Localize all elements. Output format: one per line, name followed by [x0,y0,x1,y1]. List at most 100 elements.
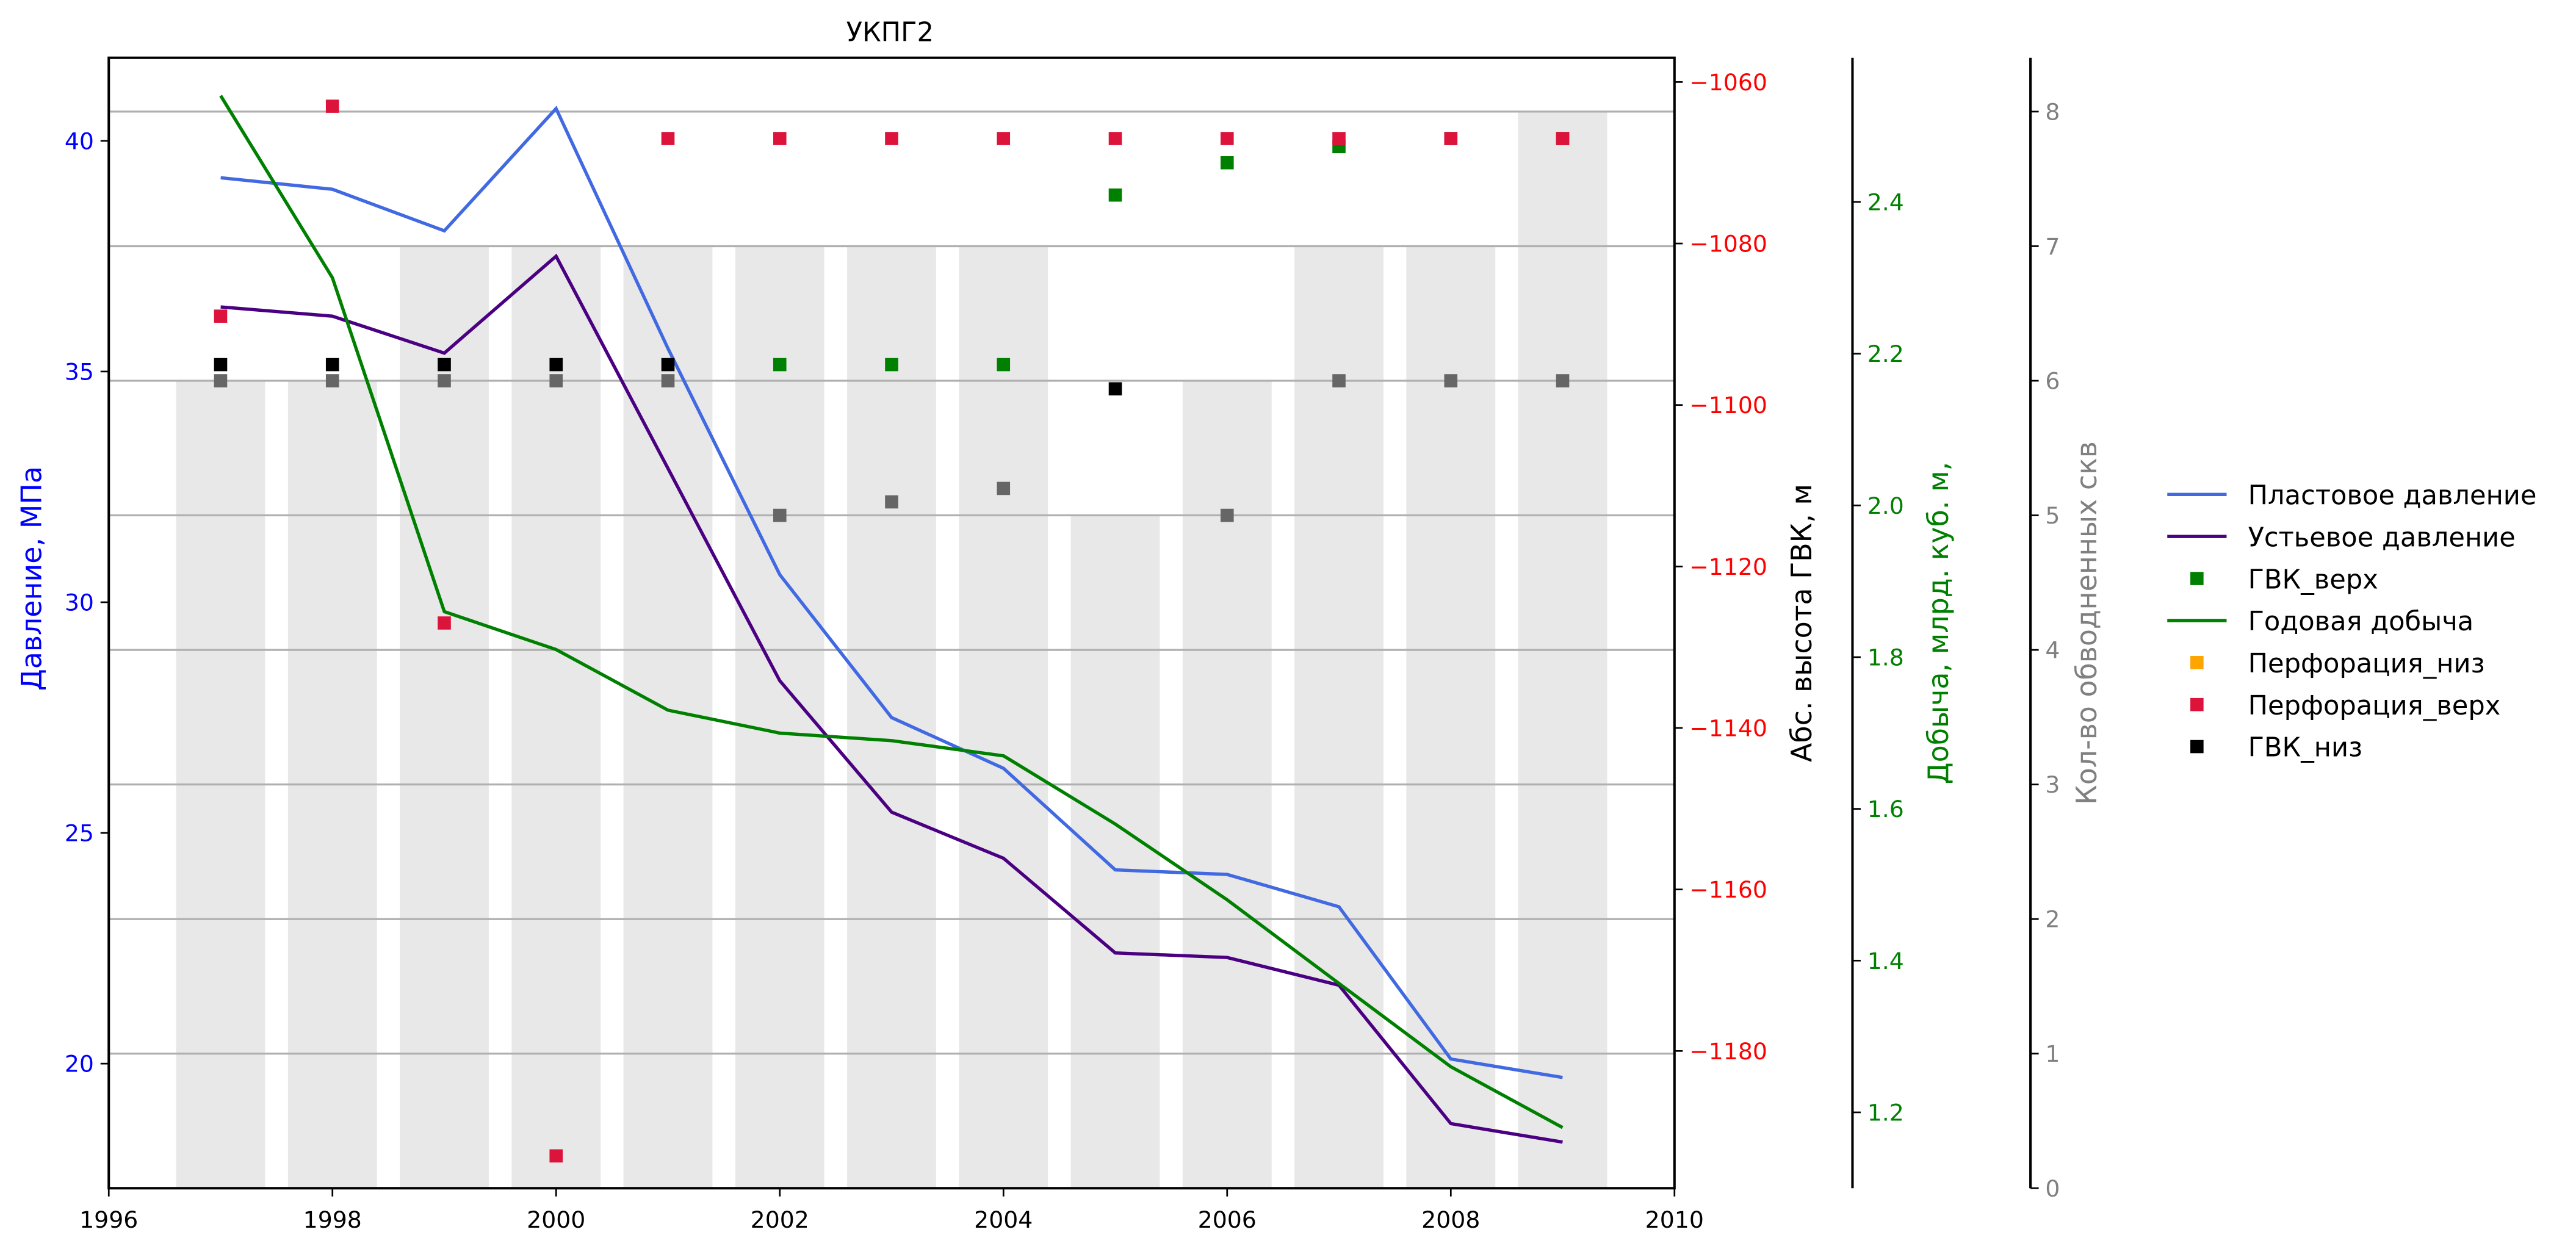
series-marker [885,132,898,145]
production-tick-label: 2.0 [1867,492,1904,519]
well-count-marker [1556,374,1570,387]
legend: Пластовое давление Устьевое давление ГВК_в… [2167,481,2536,763]
series-line [220,106,1563,1079]
wells-tick-label: 4 [2045,637,2060,664]
series-marker [1108,188,1122,202]
well-count-marker [438,374,451,387]
production-tick-label: 2.4 [1867,189,1904,215]
series-marker [214,309,228,323]
x-tick-label: 2006 [1198,1206,1257,1233]
legend-marker-swatch [2190,656,2204,669]
pressure-tick-label: 40 [65,128,94,154]
pressure-tick-label: 20 [65,1051,94,1078]
well-count-bar [511,246,601,1189]
series-marker [214,358,228,372]
legend-label: Перфорация_верх [2248,691,2501,721]
wells-tick-label: 2 [2045,906,2060,933]
series-marker [885,358,898,372]
well-count-marker [661,374,675,387]
x-tick-label: 2008 [1421,1206,1480,1233]
wells-tick-label: 8 [2045,98,2060,125]
pressure-axis-label: Давление, МПа [15,466,48,691]
series-marker [1332,132,1346,145]
well-count-bar [400,246,489,1189]
well-count-marker [549,374,563,387]
x-tick-label: 2010 [1645,1206,1704,1233]
production-tick-label: 1.8 [1867,644,1904,671]
series-marker [773,132,787,145]
well-count-marker [325,374,339,387]
well-count-marker [997,481,1011,495]
gvk-tick-label: −1080 [1689,231,1767,257]
legend-label: Устьевое давление [2248,522,2516,553]
well-count-bar [959,246,1048,1189]
wells-tick-label: 3 [2045,771,2060,798]
wells-tick-label: 5 [2045,502,2060,529]
series-marker [438,616,451,630]
series-marker [549,1149,563,1163]
series-marker [1444,132,1458,145]
legend-label: ГВК_верх [2248,564,2378,595]
well-count-bar [1406,246,1496,1189]
wells-axis-label: Кол-во обводненных скв [2070,441,2103,805]
axes-layer: 1996 1998 2000 2002 2004 2006 2008 201020253035… [65,56,2060,1233]
series-marker [1556,132,1570,145]
x-tick-label: 2000 [527,1206,585,1233]
wells-tick-label: 7 [2045,233,2060,260]
legend-label: ГВК_низ [2248,733,2363,763]
series-marker [438,358,451,372]
series-layer [214,95,1570,1163]
x-tick-label: 2004 [974,1206,1033,1233]
well-count-marker [885,495,898,509]
gvk-tick-label: −1100 [1689,392,1767,419]
well-count-bar [1294,246,1384,1189]
well-count-marker [214,374,228,387]
series-marker [1220,156,1234,170]
gvk-tick-label: −1060 [1689,69,1767,96]
series-marker [1220,132,1234,145]
series-marker [325,358,339,372]
wells-tick-label: 0 [2045,1175,2060,1202]
series-line [219,95,1564,1129]
production-tick-label: 2.2 [1867,340,1904,367]
series-marker [325,99,339,113]
series-marker [997,132,1011,145]
series-marker [661,132,675,145]
series-marker [997,358,1011,372]
gvk-tick-label: −1120 [1689,553,1767,580]
x-tick-label: 1996 [79,1206,138,1233]
wells-tick-label: 6 [2045,368,2060,395]
well-count-marker [1220,508,1234,522]
legend-marker-swatch [2190,572,2204,585]
legend-label: Перфорация_низ [2248,649,2485,679]
pressure-tick-label: 30 [65,589,94,616]
series-marker [661,358,675,372]
series-marker [549,358,563,372]
well-count-marker [773,508,787,522]
production-axis-label: Добыча, млрд. куб. м, [1922,462,1955,784]
series-marker [1108,382,1122,396]
production-tick-label: 1.6 [1867,796,1904,823]
well-count-bar [1070,515,1160,1189]
gvk-tick-label: −1180 [1689,1038,1767,1065]
well-count-marker [1332,374,1346,387]
horizontal-grid [109,110,1675,1055]
x-tick-label: 1998 [303,1206,362,1233]
production-tick-label: 1.2 [1867,1099,1904,1126]
series-marker [773,358,787,372]
legend-label: Годовая добыча [2248,607,2474,637]
series-marker [1108,132,1122,145]
legend-marker-swatch [2190,697,2204,711]
pressure-tick-label: 25 [65,820,94,847]
chart-title: УКПГ2 [846,18,934,48]
x-tick-label: 2002 [751,1206,809,1233]
wells-tick-label: 1 [2045,1040,2060,1067]
plot-frame [107,56,1676,1190]
legend-marker-swatch [2190,740,2204,754]
production-tick-label: 1.4 [1867,948,1904,974]
legend-label: Пластовое давление [2248,481,2537,511]
gvk-axis-label: Абс. высота ГВК, м [1785,484,1818,762]
gvk-tick-label: −1160 [1689,876,1767,903]
gvk-tick-label: −1140 [1689,715,1767,742]
